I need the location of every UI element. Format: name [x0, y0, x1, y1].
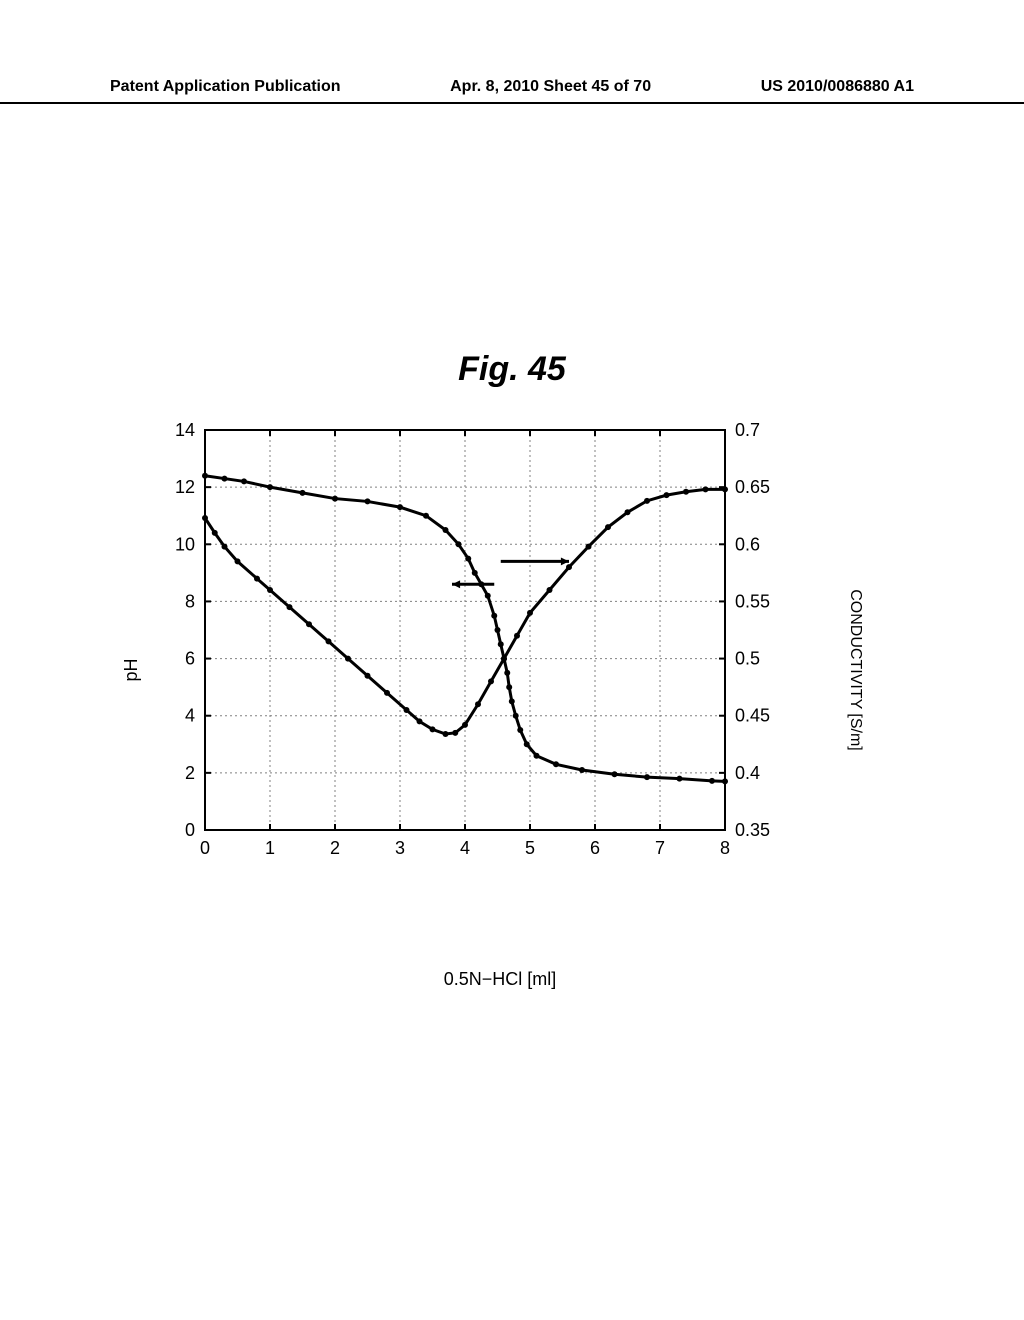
svg-text:6: 6: [590, 838, 600, 858]
svg-text:0.6: 0.6: [735, 534, 760, 554]
figure-title: Fig. 45: [0, 350, 1024, 389]
svg-text:4: 4: [185, 706, 195, 726]
header-center: Apr. 8, 2010 Sheet 45 of 70: [450, 78, 651, 96]
header-left: Patent Application Publication: [110, 78, 341, 96]
svg-text:3: 3: [395, 838, 405, 858]
svg-text:10: 10: [175, 534, 195, 554]
svg-text:0.5: 0.5: [735, 649, 760, 669]
svg-text:0.7: 0.7: [735, 420, 760, 440]
page-header: Patent Application Publication Apr. 8, 2…: [0, 78, 1024, 104]
svg-text:6: 6: [185, 649, 195, 669]
svg-text:0: 0: [200, 838, 210, 858]
svg-text:0.35: 0.35: [735, 820, 770, 840]
svg-text:12: 12: [175, 477, 195, 497]
arrow-head-icon: [452, 580, 460, 588]
svg-text:8: 8: [720, 838, 730, 858]
svg-text:1: 1: [265, 838, 275, 858]
header-right: US 2010/0086880 A1: [761, 78, 914, 96]
chart-container: pH CONDUCTIVITY [S/m] 012345678024681012…: [150, 420, 850, 920]
svg-text:14: 14: [175, 420, 195, 440]
svg-text:0.55: 0.55: [735, 591, 770, 611]
svg-text:5: 5: [525, 838, 535, 858]
y-left-axis-label: pH: [121, 658, 142, 681]
svg-text:0.45: 0.45: [735, 706, 770, 726]
svg-text:0.4: 0.4: [735, 763, 760, 783]
arrow-head-icon: [561, 558, 569, 566]
svg-text:2: 2: [185, 763, 195, 783]
svg-text:8: 8: [185, 591, 195, 611]
x-axis-label: 0.5N−HCl [ml]: [150, 969, 850, 990]
chart-svg: 012345678024681012140.350.40.450.50.550.…: [150, 420, 795, 870]
svg-text:0.65: 0.65: [735, 477, 770, 497]
svg-text:2: 2: [330, 838, 340, 858]
y-right-axis-label: CONDUCTIVITY [S/m]: [845, 589, 863, 751]
svg-text:7: 7: [655, 838, 665, 858]
svg-text:4: 4: [460, 838, 470, 858]
svg-text:0: 0: [185, 820, 195, 840]
